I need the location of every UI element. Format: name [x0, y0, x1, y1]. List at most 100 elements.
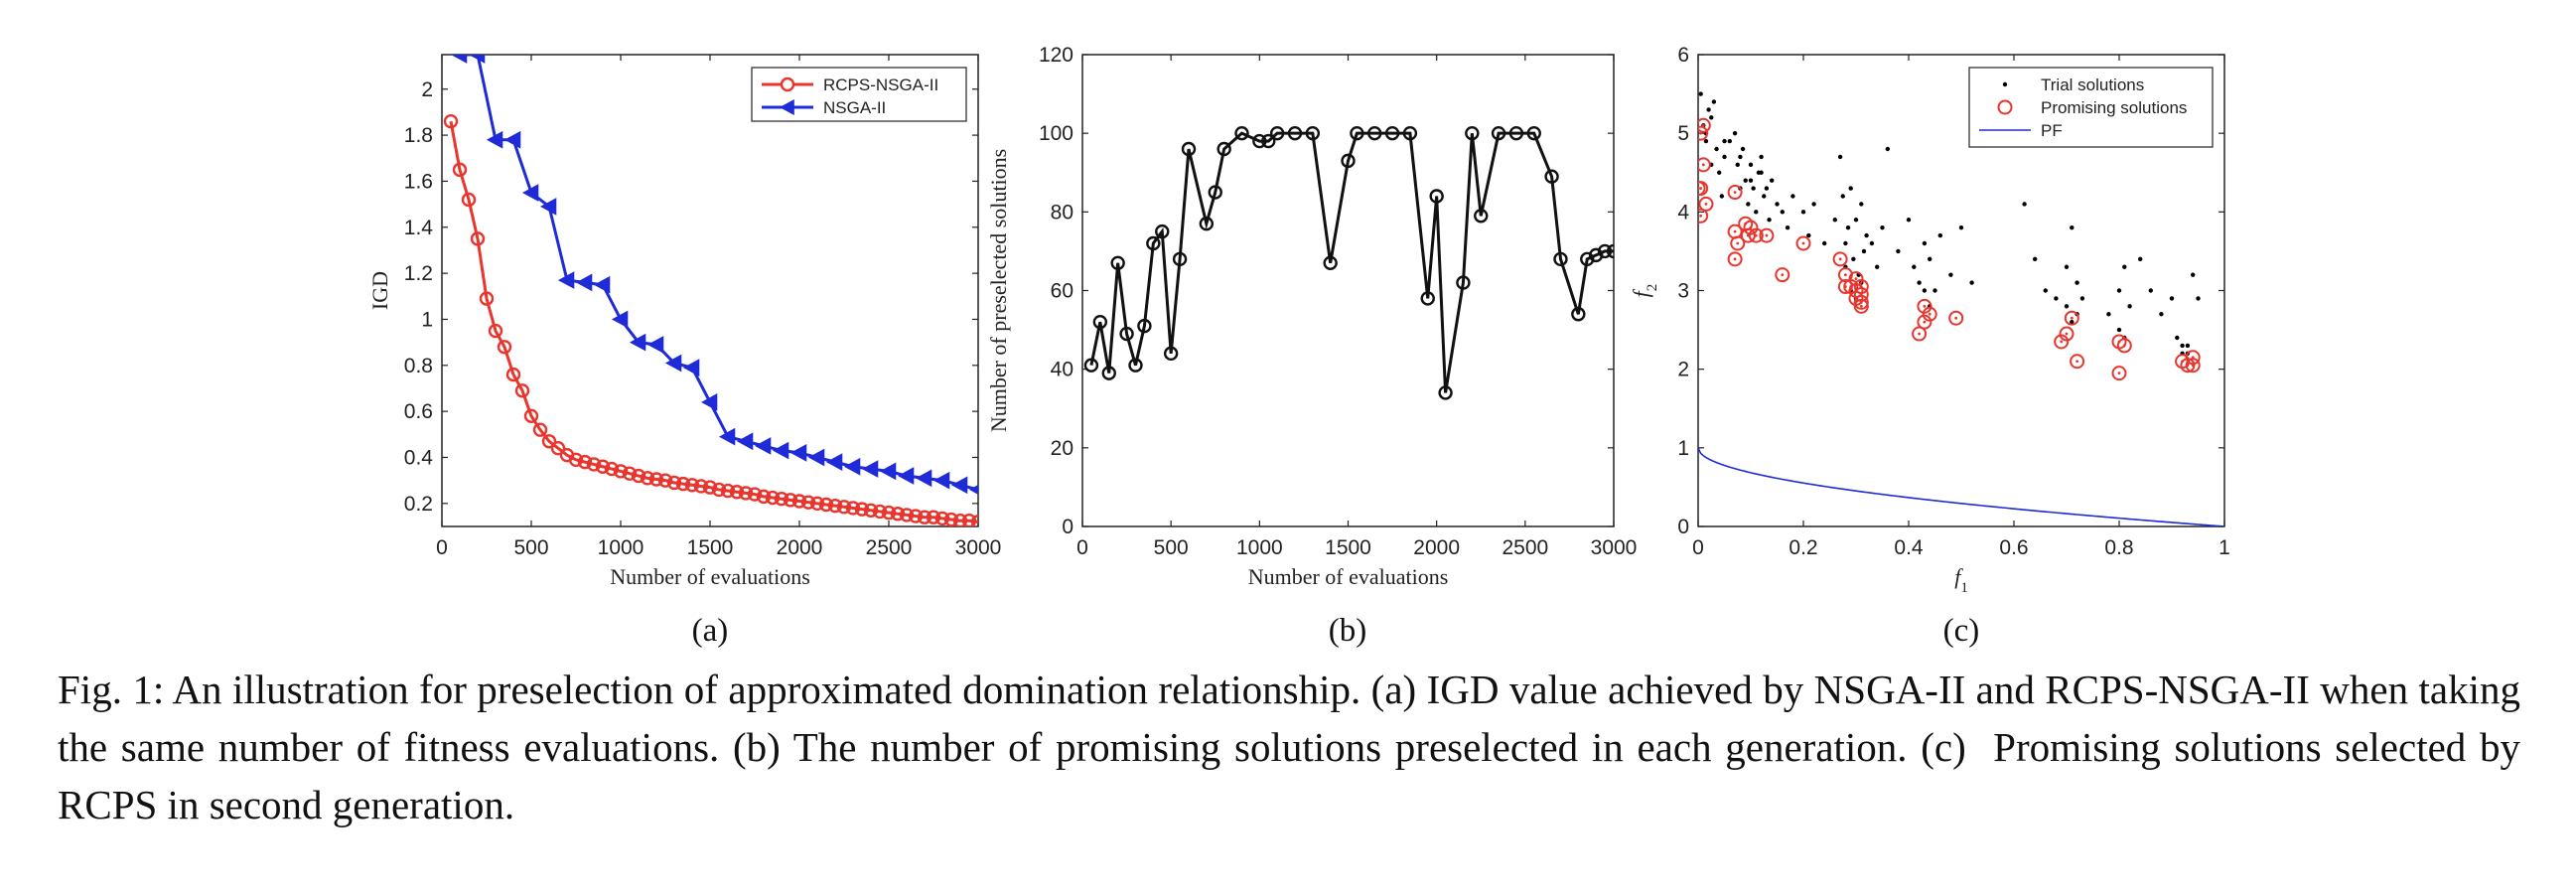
data-point-promising-core	[1699, 187, 1703, 190]
legend-label: Trial solutions	[2041, 75, 2144, 94]
y-tick-label: 60	[1051, 280, 1073, 303]
data-point	[952, 514, 968, 526]
data-point	[664, 354, 682, 373]
y-tick-label: 1.8	[404, 124, 433, 147]
pf-curve	[1698, 447, 2224, 526]
legend-marker	[1997, 99, 2013, 115]
data-point	[521, 184, 539, 202]
y-tick-label: 6	[1677, 44, 1689, 67]
data-point-promising-core	[2191, 364, 2195, 368]
data-point-trial	[1764, 186, 1770, 191]
x-tick-label: 1500	[1325, 536, 1371, 559]
y-tick-label: 1	[421, 308, 433, 331]
series-line-preselected	[1089, 131, 1614, 393]
x-tick-label: 1000	[598, 536, 644, 559]
data-point	[845, 501, 861, 516]
data-point	[854, 502, 870, 517]
data-point-promising-core	[1754, 233, 1758, 237]
data-point	[700, 393, 718, 411]
figure-canvas: 0 500 1000 1500 2000 2500 30000.20.40.60.811.2…	[367, 44, 2230, 649]
data-point-trial	[1912, 264, 1917, 269]
data-point	[1181, 141, 1197, 157]
y-tick-label: 0.4	[404, 446, 434, 469]
data-point-trial	[1840, 194, 1845, 199]
data-point-trial	[1848, 186, 1853, 191]
x-axis-label-main: f	[1954, 564, 1963, 589]
data-point	[452, 162, 468, 178]
data-point	[1269, 125, 1285, 141]
data-point	[1155, 224, 1170, 239]
data-point	[648, 472, 664, 487]
data-point	[497, 340, 512, 355]
x-axis-label: Number of evaluations	[1248, 564, 1449, 589]
data-point	[1252, 133, 1267, 149]
data-point-promising-core	[1736, 241, 1740, 245]
x-tick-label: 0.2	[1789, 536, 1817, 559]
data-point	[693, 479, 709, 494]
data-point	[1526, 125, 1541, 141]
data-point	[461, 192, 477, 208]
data-point-trial	[1790, 194, 1795, 199]
data-point-promising-core	[1838, 257, 1842, 261]
data-point-promising-core	[1733, 257, 1737, 261]
data-point-promising	[1730, 235, 1746, 251]
y-tick-label: 40	[1051, 359, 1073, 381]
data-point-trial	[2075, 280, 2079, 285]
data-point-promising	[1853, 286, 1869, 302]
data-point	[783, 493, 798, 508]
data-point	[1110, 255, 1125, 270]
data-point-trial	[1754, 210, 1759, 215]
data-point-trial	[1885, 146, 1891, 152]
y-tick-label: 0	[1677, 516, 1689, 538]
data-point	[1597, 243, 1613, 259]
y-tick-label: 0.2	[404, 493, 433, 516]
x-tick-label: 2000	[1413, 536, 1460, 559]
data-point-trial	[2079, 296, 2085, 301]
data-point-promising-core	[1954, 316, 1958, 320]
data-point-trial	[1832, 218, 1838, 223]
data-point	[1350, 125, 1364, 141]
data-point	[577, 454, 593, 470]
data-point-promising	[2116, 338, 2132, 354]
data-point	[1305, 125, 1321, 141]
legend: RCPS-NSGA-II NSGA-II	[751, 67, 967, 122]
data-point	[1163, 346, 1179, 362]
data-point-trial	[1917, 280, 1922, 285]
legend-marker	[780, 99, 794, 115]
y-axis-label-main: f	[1629, 288, 1653, 297]
data-point	[843, 457, 861, 476]
data-point-promising-core	[1859, 304, 1863, 308]
data-point-promising	[1853, 279, 1869, 295]
data-point-trial	[1806, 232, 1811, 238]
data-point	[468, 55, 486, 64]
data-point	[961, 514, 977, 526]
y-axis-label: Number of preselected solutions	[986, 149, 1011, 432]
data-point-trial	[1932, 288, 1937, 293]
data-point	[550, 441, 566, 456]
data-point-trial	[1709, 115, 1714, 120]
data-point	[557, 271, 575, 289]
chart-a: 0 500 1000 1500 2000 2500 3000 0.2 0.4 0.6 0.8 1 1.2…	[367, 54, 1001, 649]
data-point	[711, 482, 727, 498]
y-tick-label: 1.4	[404, 217, 434, 239]
data-point	[1429, 189, 1444, 204]
data-point	[479, 291, 495, 306]
data-point-trial	[2191, 272, 2196, 277]
data-point	[629, 333, 646, 352]
y-tick-label: 1.2	[404, 262, 433, 285]
x-axis-label: f1	[1954, 564, 1968, 596]
data-point-trial	[1740, 146, 1746, 152]
data-point-trial	[1937, 232, 1943, 238]
data-point-promising	[1853, 294, 1869, 310]
data-point-trial	[1845, 224, 1851, 230]
data-point-trial	[1948, 272, 1953, 277]
data-point	[622, 466, 638, 481]
data-point	[1420, 291, 1435, 306]
data-point-trial	[2116, 327, 2122, 333]
data-point-promising	[1917, 314, 1932, 330]
data-point	[926, 510, 941, 524]
data-point-trial	[1748, 178, 1754, 183]
data-point-trial	[1837, 154, 1843, 160]
data-point	[1128, 358, 1143, 373]
data-point	[1146, 235, 1161, 251]
